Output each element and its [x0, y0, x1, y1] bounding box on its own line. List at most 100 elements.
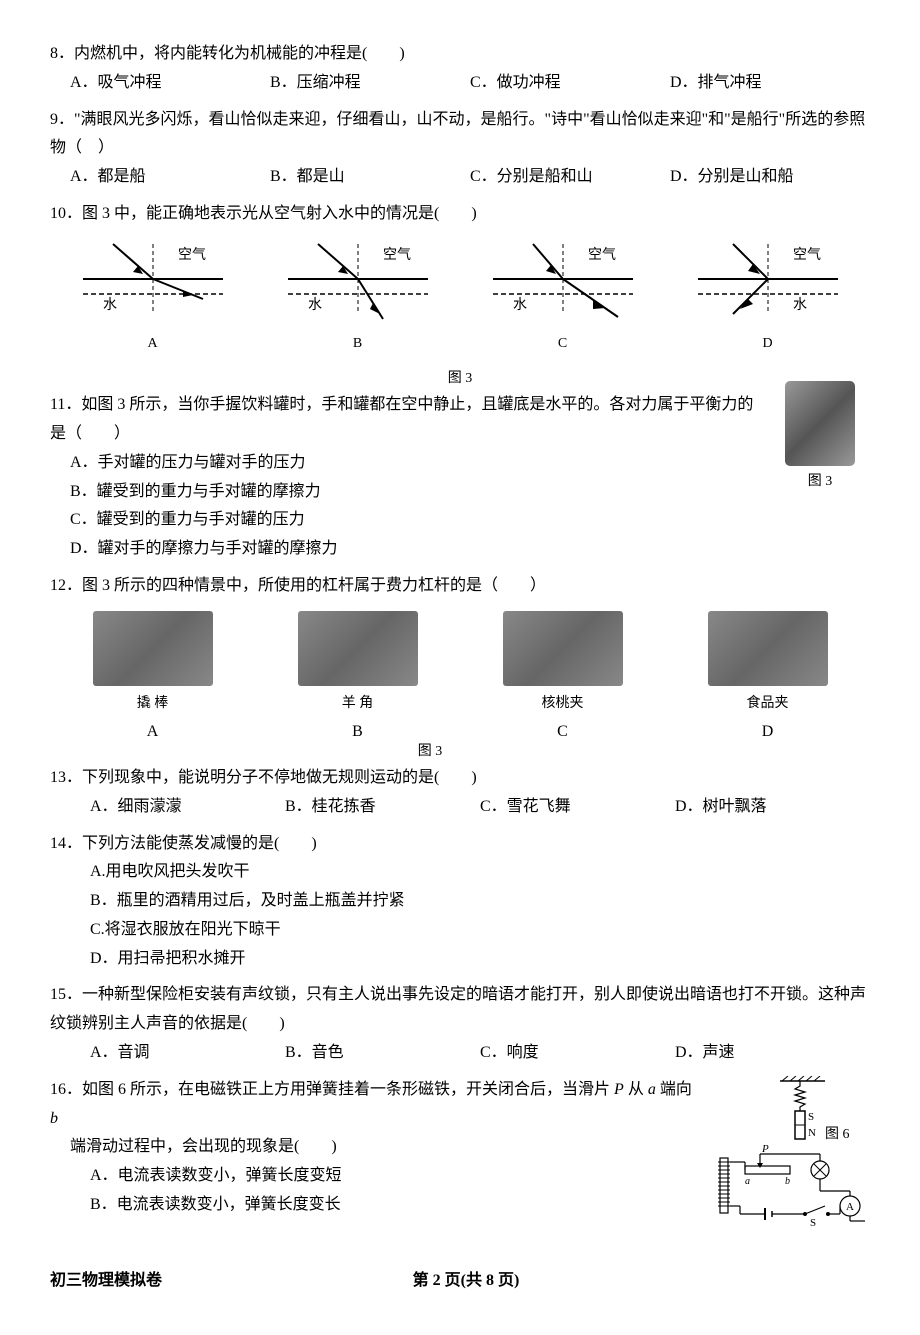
q9-number: 9． — [50, 111, 74, 128]
q10-text: 图 3 中，能正确地表示光从空气射入水中的情况是( ) — [82, 205, 477, 222]
circuit-figure: S N P a b — [710, 1076, 870, 1237]
refraction-d-label: D — [698, 331, 838, 356]
question-8: 8．内燃机中，将内能转化为机械能的冲程是( ) A．吸气冲程 B．压缩冲程 C．… — [50, 40, 870, 98]
question-9: 9．"满眼风光多闪烁，看山恰似走来迎，仔细看山，山不动，是船行。"诗中"看山恰似… — [50, 106, 870, 192]
q9-option-d: D．分别是山和船 — [670, 163, 870, 192]
q8-option-c: C．做功冲程 — [470, 69, 670, 98]
q8-option-d: D．排气冲程 — [670, 69, 870, 98]
q8-text: 内燃机中，将内能转化为机械能的冲程是( ) — [74, 45, 405, 62]
lever-c: 核桃夹 C — [493, 611, 633, 747]
refraction-d: 空气 水 D — [698, 239, 838, 356]
lever-d-letter: D — [698, 718, 838, 747]
refraction-figures: 空气 水 A 空气 水 B — [50, 239, 870, 356]
q9-option-a: A．都是船 — [70, 163, 270, 192]
q8-options: A．吸气冲程 B．压缩冲程 C．做功冲程 D．排气冲程 — [70, 69, 870, 98]
svg-text:水: 水 — [308, 297, 322, 313]
question-14: 14．下列方法能使蒸发减慢的是( ) A.用电吹风把头发吹干 B．瓶里的酒精用过… — [50, 830, 870, 974]
q12-number: 12． — [50, 577, 82, 594]
svg-text:N: N — [808, 1127, 816, 1139]
refraction-b-label: B — [288, 331, 428, 356]
question-11: 图 3 11．如图 3 所示，当你手握饮料罐时，手和罐都在空中静止，且罐底是水平… — [50, 391, 870, 564]
q16-text-3: 端向 — [656, 1081, 692, 1098]
svg-text:P: P — [761, 1143, 769, 1155]
can-image — [785, 381, 855, 466]
q13-options: A．细雨濛濛 B．桂花拣香 C．雪花飞舞 D．树叶飘落 — [90, 793, 870, 822]
q13-option-b: B．桂花拣香 — [285, 793, 480, 822]
lever-a-image — [93, 611, 213, 686]
lever-d: 食品夹 D — [698, 611, 838, 747]
refraction-c: 空气 水 C — [493, 239, 633, 356]
can-label: 图 3 — [770, 469, 870, 494]
lever-a-letter: A — [83, 718, 223, 747]
q14-number: 14． — [50, 835, 82, 852]
svg-text:空气: 空气 — [178, 247, 206, 263]
q14-text: 下列方法能使蒸发减慢的是( ) — [82, 835, 317, 852]
circuit-diagram: S N P a b — [710, 1076, 870, 1226]
q10-number: 10． — [50, 205, 82, 222]
q16-text-4: 端滑动过程中，会出现的现象是( ) — [70, 1138, 337, 1155]
svg-text:空气: 空气 — [793, 247, 821, 263]
lever-b-name: 羊 角 — [288, 691, 428, 716]
svg-text:水: 水 — [103, 297, 117, 313]
q15-text: 一种新型保险柜安装有声纹锁，只有主人说出事先设定的暗语才能打开，别人即使说出暗语… — [50, 986, 866, 1032]
refraction-c-label: C — [493, 331, 633, 356]
q8-option-b: B．压缩冲程 — [270, 69, 470, 98]
q16-option-a: A．电流表读数变小，弹簧长度变短 — [90, 1162, 700, 1191]
q14-options: A.用电吹风把头发吹干 B．瓶里的酒精用过后，及时盖上瓶盖并拧紧 C.将湿衣服放… — [90, 858, 870, 973]
q9-option-b: B．都是山 — [270, 163, 470, 192]
svg-text:水: 水 — [513, 297, 527, 313]
q16-option-b: B．电流表读数变小，弹簧长度变长 — [90, 1191, 700, 1220]
q16-number: 16． — [50, 1081, 82, 1098]
q16-text-1: 如图 6 所示，在电磁铁正上方用弹簧挂着一条形磁铁，开关闭合后，当滑片 — [82, 1081, 614, 1098]
q9-text: "满眼风光多闪烁，看山恰似走来迎，仔细看山，山不动，是船行。"诗中"看山恰似走来… — [50, 111, 865, 157]
q11-text: 如图 3 所示，当你手握饮料罐时，手和罐都在空中静止，且罐底是水平的。各对力属于… — [50, 396, 753, 442]
svg-text:a: a — [745, 1176, 750, 1187]
question-16: S N P a b — [50, 1076, 870, 1220]
q11-option-c: C．罐受到的重力与手对罐的压力 — [70, 506, 755, 535]
footer-center: 第 2 页(共 8 页) — [413, 1267, 520, 1296]
lever-a: 撬 棒 A — [83, 611, 223, 747]
lever-b-letter: B — [288, 718, 428, 747]
lever-d-image — [708, 611, 828, 686]
q16-text-p: P — [614, 1081, 624, 1098]
question-12: 12．图 3 所示的四种情景中，所使用的杠杆属于费力杠杆的是（ ） — [50, 572, 870, 601]
refraction-a-label: A — [83, 331, 223, 356]
lever-figures: 撬 棒 A 羊 角 B 核桃夹 C 食品夹 D — [50, 611, 870, 747]
lever-c-image — [503, 611, 623, 686]
q11-options: A．手对罐的压力与罐对手的压力 B．罐受到的重力与手对罐的摩擦力 C．罐受到的重… — [70, 449, 755, 564]
q9-options: A．都是船 B．都是山 C．分别是船和山 D．分别是山和船 — [70, 163, 870, 192]
refraction-a: 空气 水 A — [83, 239, 223, 356]
q15-option-d: D．声速 — [675, 1039, 870, 1068]
question-13: 13．下列现象中，能说明分子不停地做无规则运动的是( ) A．细雨濛濛 B．桂花… — [50, 764, 870, 822]
q8-number: 8． — [50, 45, 74, 62]
q13-number: 13． — [50, 769, 82, 786]
q15-options: A．音调 B．音色 C．响度 D．声速 — [90, 1039, 870, 1068]
q15-option-c: C．响度 — [480, 1039, 675, 1068]
lever-d-name: 食品夹 — [698, 691, 838, 716]
figure6-caption: 图 6 — [825, 1122, 850, 1147]
q15-option-b: B．音色 — [285, 1039, 480, 1068]
svg-text:空气: 空气 — [588, 247, 616, 263]
q16-text-a: a — [648, 1081, 656, 1098]
q11-option-a: A．手对罐的压力与罐对手的压力 — [70, 449, 755, 478]
question-10: 10．图 3 中，能正确地表示光从空气射入水中的情况是( ) — [50, 200, 870, 229]
question-15: 15．一种新型保险柜安装有声纹锁，只有主人说出事先设定的暗语才能打开，别人即使说… — [50, 981, 870, 1067]
q11-number: 11． — [50, 396, 81, 413]
q13-text: 下列现象中，能说明分子不停地做无规则运动的是( ) — [82, 769, 477, 786]
q14-option-a: A.用电吹风把头发吹干 — [90, 858, 870, 887]
q9-option-c: C．分别是船和山 — [470, 163, 670, 192]
lever-c-letter: C — [493, 718, 633, 747]
q8-option-a: A．吸气冲程 — [70, 69, 270, 98]
lever-b-image — [298, 611, 418, 686]
q16-text-2: 从 — [624, 1081, 648, 1098]
q16-options: A．电流表读数变小，弹簧长度变短 B．电流表读数变小，弹簧长度变长 — [90, 1162, 700, 1220]
can-figure: 图 3 — [770, 381, 870, 494]
lever-c-name: 核桃夹 — [493, 691, 633, 716]
q11-option-b: B．罐受到的重力与手对罐的摩擦力 — [70, 478, 755, 507]
figure3-caption: 图 3 — [50, 366, 870, 391]
lever-b: 羊 角 B — [288, 611, 428, 747]
svg-text:b: b — [785, 1176, 790, 1187]
svg-text:S: S — [810, 1217, 816, 1226]
q12-text: 图 3 所示的四种情景中，所使用的杠杆属于费力杠杆的是（ ） — [82, 577, 546, 594]
svg-text:水: 水 — [793, 297, 807, 313]
